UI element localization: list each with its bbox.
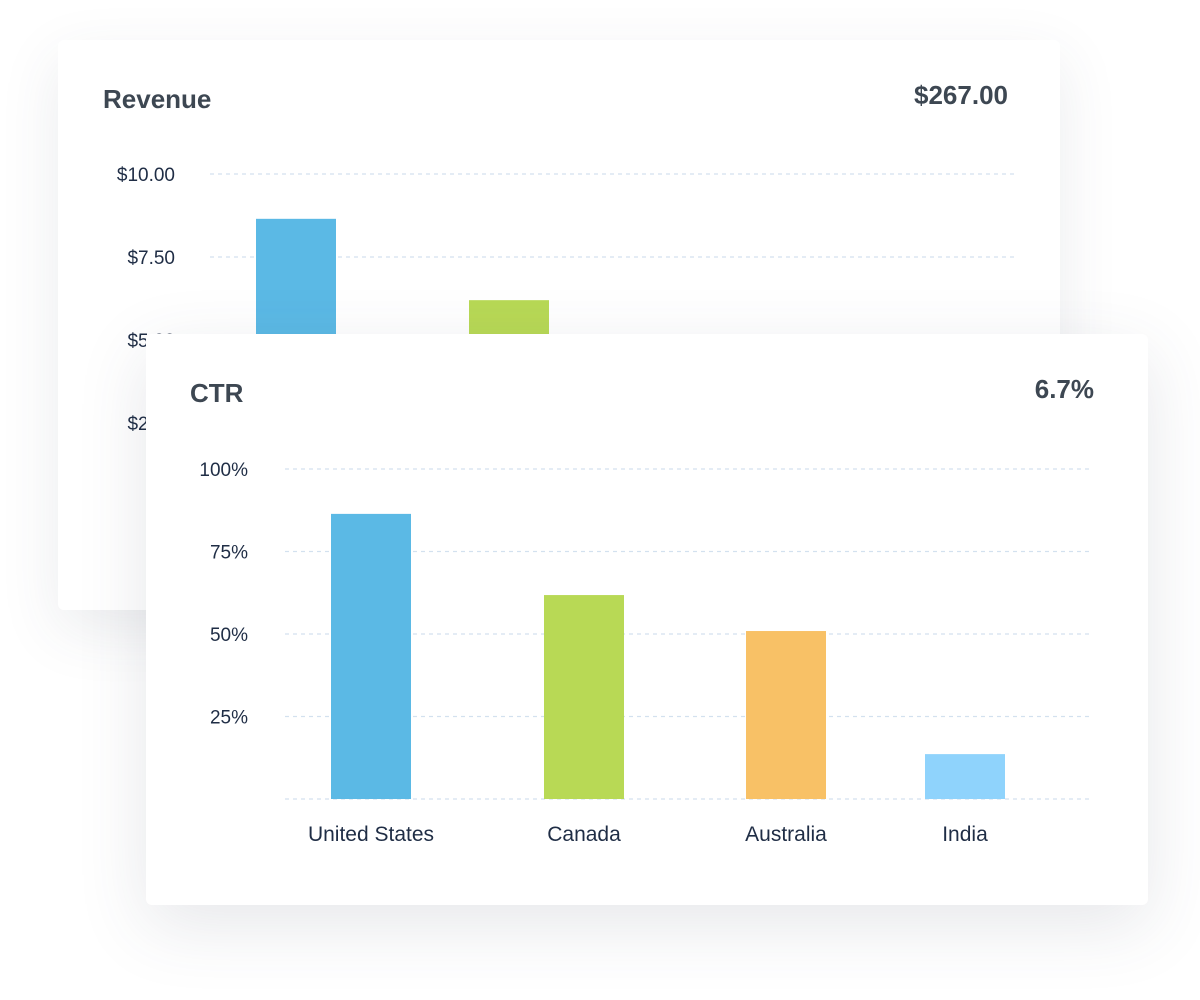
y-tick-label: 100% [199, 460, 248, 481]
revenue-total: $267.00 [914, 80, 1008, 110]
bar-india [925, 754, 1005, 799]
revenue-title: Revenue [103, 84, 212, 114]
y-tick-label: 25% [210, 708, 248, 729]
ctr-title: CTR [190, 378, 244, 408]
bar-united-states [331, 513, 411, 799]
x-category-label: Australia [745, 823, 827, 846]
bar-australia [746, 631, 826, 799]
ctr-card: CTR 6.7% 100% 75% 50% 25% United States Canad… [146, 334, 1148, 905]
x-category-label: Canada [547, 823, 621, 846]
x-category-label: United States [308, 823, 434, 846]
y-tick-label: $10.00 [117, 165, 175, 186]
y-tick-label: 50% [210, 625, 248, 646]
x-category-label: India [942, 823, 988, 846]
ctr-total: 6.7% [1034, 374, 1094, 404]
y-tick-label: 75% [210, 543, 248, 564]
bar-canada [544, 595, 624, 799]
ctr-chart: 100% 75% 50% 25% United States Canada Australi… [199, 460, 1090, 846]
y-tick-label: $7.50 [127, 248, 175, 269]
